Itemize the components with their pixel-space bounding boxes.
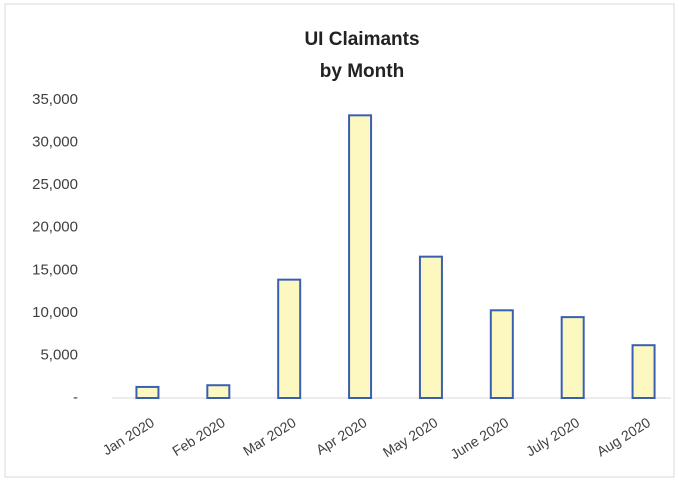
- bar: [418, 255, 443, 400]
- bar: [206, 384, 231, 400]
- y-tick-label: 25,000: [32, 176, 78, 193]
- y-tick-label: 35,000: [32, 91, 78, 108]
- bar: [277, 278, 302, 399]
- y-tick-label: 10,000: [32, 304, 78, 321]
- y-tick-label: 30,000: [32, 134, 78, 151]
- y-tick-label: -: [73, 389, 78, 406]
- y-tick-label: 5,000: [40, 346, 78, 363]
- chart-title: by Month: [320, 61, 404, 82]
- y-tick-label: 15,000: [32, 261, 78, 278]
- bar: [348, 114, 373, 399]
- chart-title: UI Claimants: [304, 29, 419, 50]
- bar: [560, 316, 585, 399]
- bar: [489, 309, 514, 399]
- bar: [135, 385, 160, 399]
- y-tick-label: 20,000: [32, 219, 78, 236]
- bar: [631, 344, 656, 399]
